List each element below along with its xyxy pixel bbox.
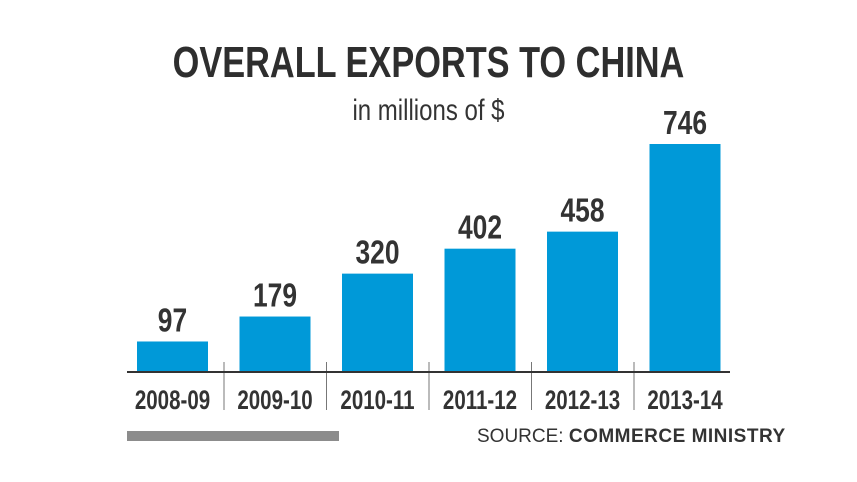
x-tick-label: 2011-12 — [443, 385, 517, 415]
bar — [137, 341, 208, 371]
source-label: SOURCE: — [477, 426, 564, 447]
data-label: 746 — [663, 105, 707, 141]
data-label: 320 — [355, 235, 399, 271]
bar — [239, 316, 311, 371]
x-tick-label: 2010-11 — [340, 385, 414, 415]
source-name: COMMERCE MINISTRY — [568, 426, 786, 447]
x-tick-label: 2013-14 — [647, 385, 723, 415]
x-tick-label: 2012-13 — [545, 385, 620, 415]
data-label: 402 — [458, 210, 502, 246]
x-tick-label: 2009-10 — [237, 385, 312, 415]
bar — [649, 144, 721, 371]
source-rule — [127, 431, 339, 441]
bar — [342, 273, 413, 371]
data-label: 97 — [158, 303, 187, 339]
chart-subtitle: in millions of $ — [352, 94, 505, 127]
x-tick-label: 2008-09 — [135, 385, 210, 415]
source-line: SOURCE: COMMERCE MINISTRY — [127, 426, 785, 447]
chart-title: OVERALL EXPORTS TO CHINA — [172, 38, 685, 87]
bar — [547, 231, 618, 371]
bar — [444, 248, 516, 371]
data-label: 458 — [560, 193, 604, 229]
data-label: 179 — [253, 278, 297, 314]
